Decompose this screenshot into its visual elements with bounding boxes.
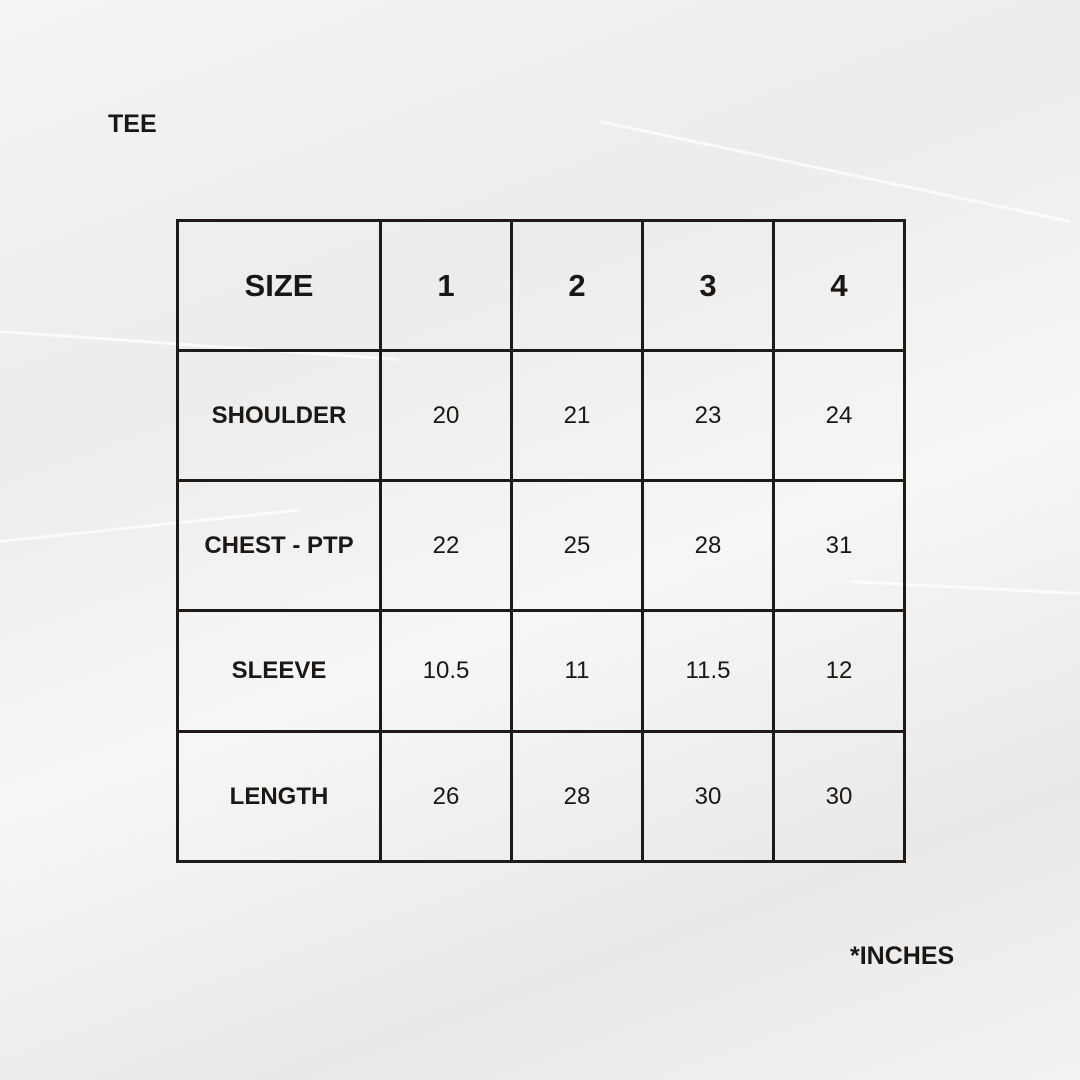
table-row: LENGTH 26 28 30 30 — [176, 730, 906, 863]
header-cell: 1 — [379, 219, 513, 352]
paper-crease — [599, 120, 1070, 223]
cell: 23 — [641, 349, 775, 482]
cell: 22 — [379, 479, 513, 612]
cell: 12 — [772, 609, 906, 733]
row-label: SHOULDER — [176, 349, 382, 482]
row-label: LENGTH — [176, 730, 382, 863]
cell: 30 — [772, 730, 906, 863]
product-title: TEE — [108, 110, 157, 138]
row-label: SLEEVE — [176, 609, 382, 733]
size-chart-table: SIZE 1 2 3 4 SHOULDER 20 21 23 24 CHEST … — [176, 219, 906, 863]
cell: 11.5 — [641, 609, 775, 733]
cell: 11 — [510, 609, 644, 733]
row-label: CHEST - PTP — [176, 479, 382, 612]
header-cell: 3 — [641, 219, 775, 352]
table-row: SLEEVE 10.5 11 11.5 12 — [176, 609, 906, 733]
cell: 26 — [379, 730, 513, 863]
header-cell: 2 — [510, 219, 644, 352]
cell: 10.5 — [379, 609, 513, 733]
cell: 21 — [510, 349, 644, 482]
cell: 28 — [641, 479, 775, 612]
cell: 30 — [641, 730, 775, 863]
header-cell: 4 — [772, 219, 906, 352]
cell: 25 — [510, 479, 644, 612]
unit-note: *INCHES — [850, 942, 955, 970]
header-row: SIZE 1 2 3 4 — [176, 219, 906, 352]
cell: 20 — [379, 349, 513, 482]
table-row: CHEST - PTP 22 25 28 31 — [176, 479, 906, 612]
header-cell: SIZE — [176, 219, 382, 352]
cell: 24 — [772, 349, 906, 482]
cell: 28 — [510, 730, 644, 863]
table-row: SHOULDER 20 21 23 24 — [176, 349, 906, 482]
cell: 31 — [772, 479, 906, 612]
